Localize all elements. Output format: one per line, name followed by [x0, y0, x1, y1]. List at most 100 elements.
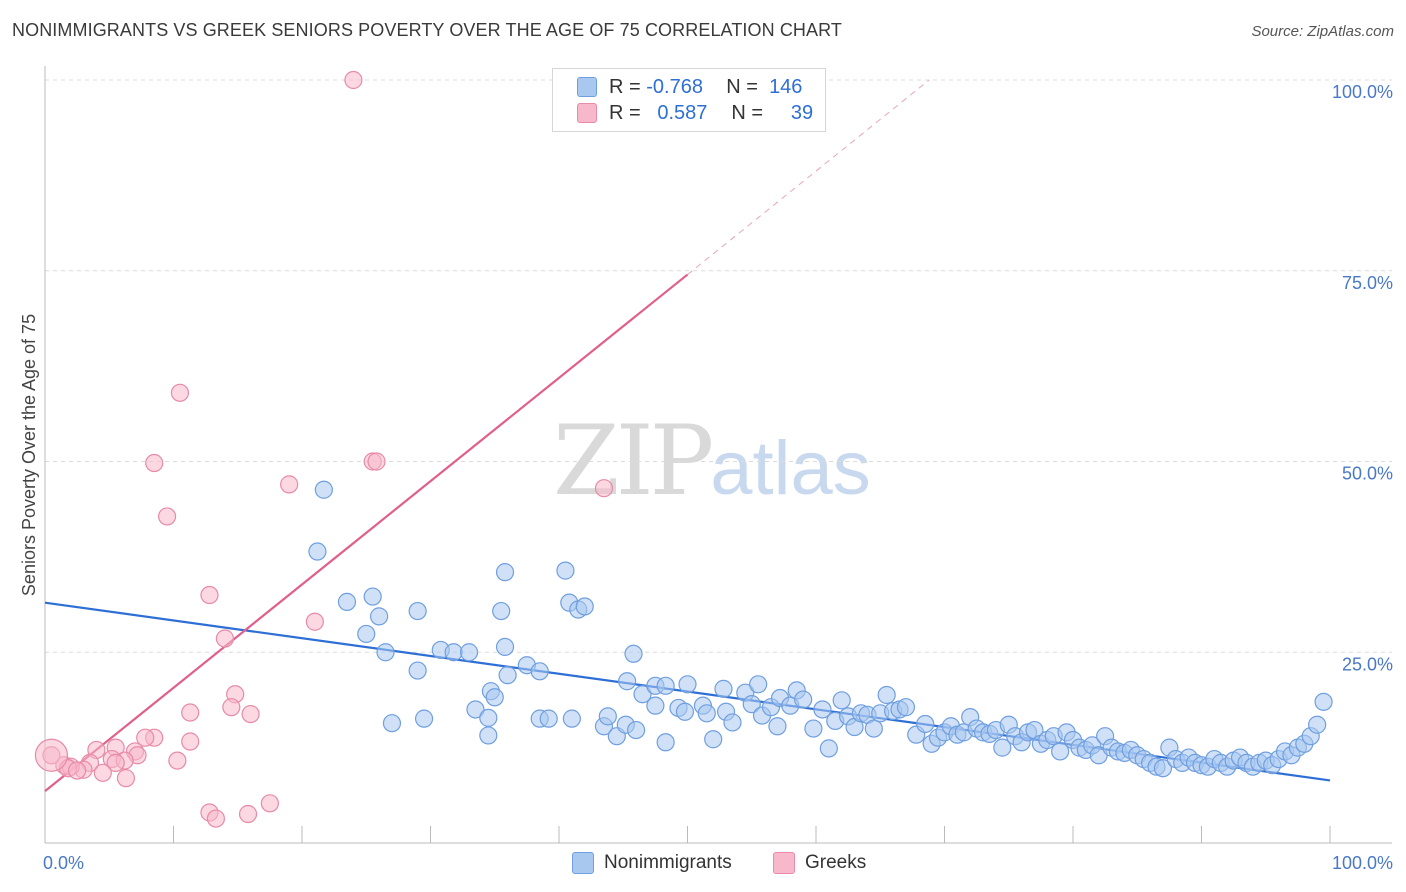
data-point: [466, 700, 485, 719]
data-point: [704, 730, 723, 749]
x-tick-label: 0.0%: [43, 853, 84, 873]
y-tick-label: 100.0%: [1332, 82, 1393, 102]
legend-n-value: 39: [790, 101, 814, 124]
series-legend-label: Greeks: [805, 852, 867, 873]
chart-title: NONIMMIGRANTS VS GREEK SENIORS POVERTY O…: [12, 20, 842, 40]
data-point: [479, 726, 498, 745]
data-point: [993, 738, 1012, 757]
data-point: [813, 700, 832, 719]
y-tick-label: 25.0%: [1342, 654, 1393, 674]
series-legend-label: Nonimmigrants: [604, 852, 732, 873]
watermark-atlas: atlas: [710, 426, 871, 511]
legend-swatch-greeks: [577, 103, 597, 123]
data-point: [697, 704, 716, 723]
y-axis-label: Seniors Poverty Over the Age of 75: [19, 314, 39, 596]
data-point: [382, 714, 402, 733]
data-point: [714, 679, 733, 698]
data-point: [1314, 692, 1333, 711]
legend-n-label: N =: [731, 101, 764, 124]
data-point: [308, 542, 327, 561]
data-point: [749, 675, 768, 694]
data-point: [916, 714, 935, 734]
data-point: [598, 707, 617, 726]
watermark: ZIPatlas: [553, 405, 871, 517]
data-point: [181, 732, 200, 751]
data-point: [241, 704, 260, 724]
gridlines: [45, 79, 1392, 653]
data-point: [723, 713, 742, 732]
data-point: [215, 629, 234, 648]
data-point: [633, 685, 652, 704]
data-point: [618, 672, 637, 691]
series-legend-greeks: Greeks: [773, 852, 866, 874]
data-point: [1051, 742, 1070, 761]
x-tick-label: 100.0%: [1332, 853, 1393, 873]
data-point-large: [34, 738, 69, 772]
data-point: [539, 709, 558, 728]
data-point: [646, 696, 665, 715]
series-legend-nonimmigrants: Nonimmigrants: [572, 852, 732, 874]
axes: [44, 66, 1392, 844]
data-point: [656, 733, 675, 752]
data-point: [864, 719, 883, 738]
data-point: [562, 709, 581, 728]
data-point: [656, 676, 675, 695]
series-legend: Nonimmigrants Greeks: [0, 852, 1406, 878]
data-point: [479, 708, 498, 727]
data-point: [170, 383, 190, 402]
data-point: [168, 751, 187, 770]
data-point: [408, 601, 427, 621]
data-point: [357, 624, 376, 644]
y-tick-label: 75.0%: [1342, 273, 1393, 293]
data-point: [832, 691, 851, 710]
legend-n-value: 146: [769, 75, 803, 98]
data-point: [106, 753, 125, 772]
data-point: [414, 709, 434, 728]
data-point: [594, 479, 614, 498]
data-point: [498, 666, 517, 685]
data-point: [181, 703, 200, 722]
data-points: [34, 70, 1333, 828]
data-point: [260, 794, 279, 813]
data-point: [222, 698, 241, 717]
data-point: [314, 480, 333, 499]
data-point: [408, 661, 427, 680]
trend-line-greeks: [44, 273, 689, 792]
data-point: [626, 720, 646, 740]
data-point: [768, 717, 787, 736]
data-point: [819, 739, 838, 758]
data-point: [344, 70, 363, 90]
data-point: [116, 769, 136, 788]
data-point: [896, 698, 916, 717]
data-point: [794, 690, 813, 709]
data-point: [370, 607, 389, 626]
trend-extension-greeks: [687, 79, 930, 275]
data-point: [1153, 759, 1173, 778]
tick-labels: 25.0% 50.0% 75.0% 100.0% 0.0% 100.0%: [43, 82, 1393, 873]
legend-row-greeks: R = 0.587 N = 39: [577, 100, 813, 126]
legend-r-value: 0.587: [657, 101, 708, 124]
legend-r-label: R =: [609, 101, 641, 124]
data-point: [93, 763, 112, 782]
correlation-legend: R = -0.768 N = 146 R = 0.587 N = 39: [552, 68, 826, 132]
data-point: [206, 809, 226, 828]
legend-n-label: N =: [726, 75, 758, 98]
data-point: [804, 719, 823, 738]
data-point: [157, 507, 177, 526]
data-point: [444, 643, 463, 662]
data-point: [145, 453, 164, 473]
legend-swatch-nonimmigrants: [577, 77, 597, 97]
source-credit: Source: ZipAtlas.com: [1251, 23, 1394, 40]
series-legend-swatch: [773, 852, 795, 874]
data-point: [742, 695, 761, 714]
data-point: [624, 644, 643, 663]
legend-r-value: -0.768: [646, 75, 703, 98]
data-point: [136, 728, 155, 747]
data-point: [305, 612, 324, 631]
data-point: [367, 452, 386, 471]
data-point: [556, 561, 575, 580]
data-point: [675, 702, 695, 721]
data-point: [877, 685, 896, 705]
data-point: [492, 601, 511, 621]
